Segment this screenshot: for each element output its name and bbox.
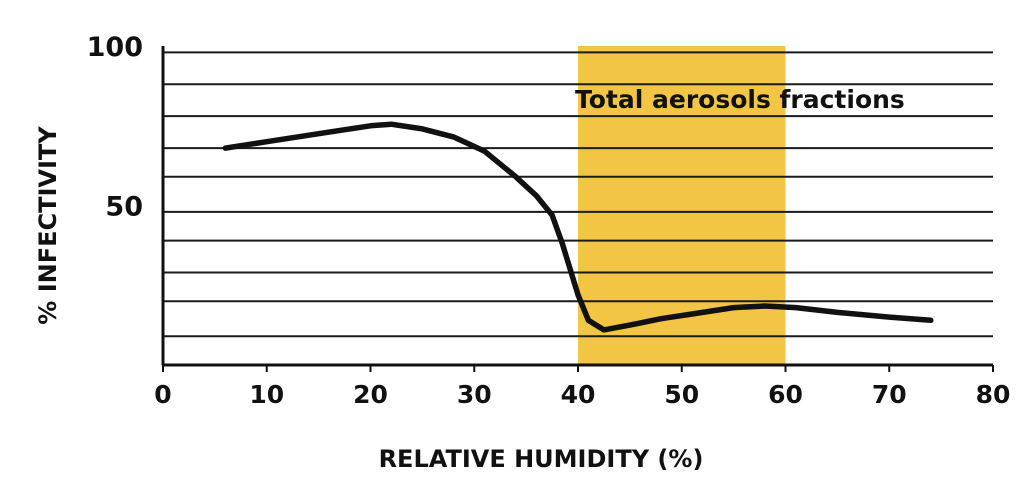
highlight-band bbox=[578, 46, 786, 365]
x-tick-label: 10 bbox=[249, 380, 284, 409]
x-tick-label: 20 bbox=[353, 380, 388, 409]
x-tick-label: 0 bbox=[154, 380, 171, 409]
x-tick-label: 30 bbox=[457, 380, 492, 409]
y-tick-label: 100 bbox=[87, 32, 143, 63]
y-tick-labels: 50 100 bbox=[87, 32, 143, 223]
x-tick-label: 60 bbox=[768, 380, 803, 409]
x-axis-title: RELATIVE HUMIDITY (%) bbox=[379, 445, 704, 473]
x-tick-labels: 0 10 20 30 40 50 60 70 80 bbox=[154, 380, 1010, 409]
x-tick-label: 40 bbox=[561, 380, 596, 409]
series-line bbox=[222, 121, 934, 333]
y-tick-label: 50 bbox=[105, 192, 143, 223]
band-annotation: Total aerosols fractions bbox=[575, 85, 905, 114]
axes bbox=[161, 46, 994, 372]
y-axis-title: % INFECTIVITY bbox=[34, 126, 62, 325]
x-tick-label: 70 bbox=[872, 380, 907, 409]
x-tick-label: 80 bbox=[976, 380, 1011, 409]
x-tick-label: 50 bbox=[664, 380, 699, 409]
